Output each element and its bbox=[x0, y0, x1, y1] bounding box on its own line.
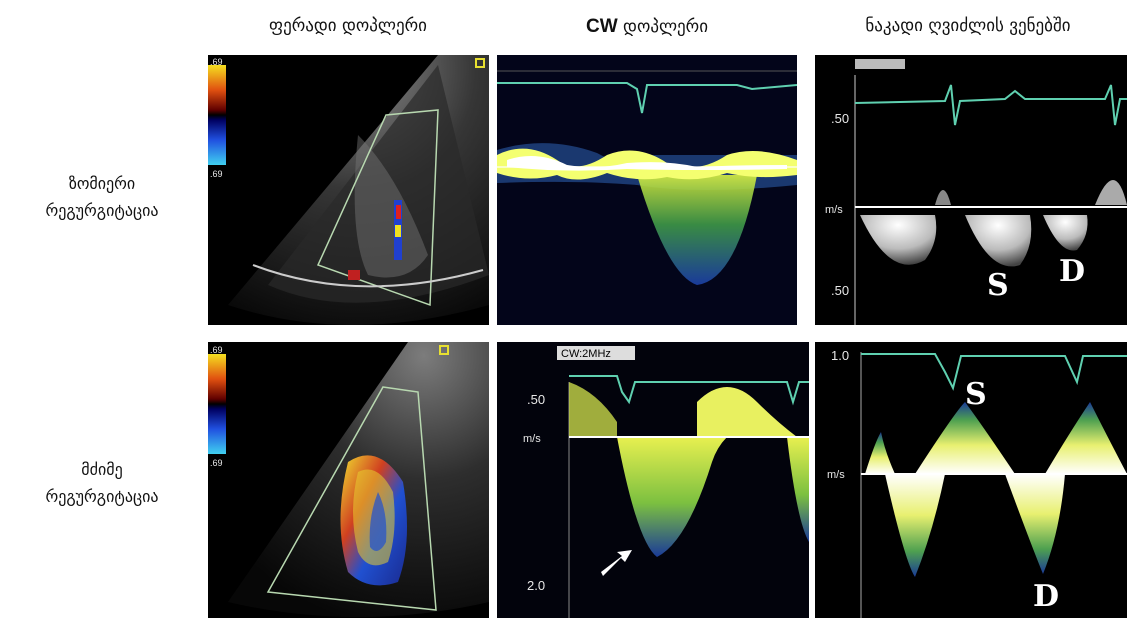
panel-bottom-cw-doppler: CW:2MHz .50 m/s 2.0 bbox=[497, 342, 809, 618]
bottom-hepatic-unit: m/s bbox=[827, 469, 845, 481]
top-hepatic-unit: m/s bbox=[825, 204, 843, 216]
top-hepatic-label-d: D bbox=[1059, 254, 1085, 289]
row-label-mild-line2: რეგურგიტაცია bbox=[45, 201, 159, 220]
row-label-mild: ზომიერი რეგურგიტაცია bbox=[2, 170, 202, 224]
bottom-color-doppler-image: .69 .69 bbox=[208, 342, 489, 617]
column-title-color-doppler: ფერადი დოპლერი bbox=[269, 16, 427, 36]
bottom-cw-doppler-image: CW:2MHz .50 m/s 2.0 bbox=[497, 342, 809, 618]
bottom-cw-tick-bottom: 2.0 bbox=[527, 578, 545, 593]
panel-top-cw-doppler bbox=[497, 55, 797, 325]
top-color-scale-top: .69 bbox=[210, 57, 223, 67]
top-hepatic-label-s: S bbox=[987, 268, 1009, 303]
row-label-severe-line2: რეგურგიტაცია bbox=[45, 487, 159, 506]
top-hepatic-image: .50 m/s .50 S D bbox=[825, 59, 1127, 325]
bottom-cw-unit: m/s bbox=[523, 433, 541, 445]
panel-bottom-color-doppler: .69 .69 bbox=[208, 342, 489, 618]
row-label-severe: მძიმე რეგურგიტაცია bbox=[2, 456, 202, 510]
bottom-hepatic-label-d: D bbox=[1033, 579, 1059, 614]
panel-bottom-hepatic-vein: 1.0 m/s S D bbox=[815, 342, 1127, 618]
bottom-color-scale-bottom: .69 bbox=[210, 458, 223, 468]
bottom-hepatic-tick-top: 1.0 bbox=[831, 348, 849, 363]
bottom-cw-tick-top: .50 bbox=[527, 392, 545, 407]
top-color-doppler-image: .69 .69 bbox=[208, 55, 489, 325]
top-hepatic-tick-top: .50 bbox=[831, 111, 849, 126]
column-title-hepatic-vein-flow: ნაკადი ღვიძლის ვენებში bbox=[865, 16, 1071, 36]
top-hepatic-tick-bottom: .50 bbox=[831, 283, 849, 298]
cw-suffix: დოპლერი bbox=[617, 17, 709, 37]
top-color-scale-bottom: .69 bbox=[210, 169, 223, 179]
column-title-cw-doppler: CW დოპლერი bbox=[497, 16, 797, 38]
bottom-cw-header: CW:2MHz bbox=[561, 348, 611, 360]
bottom-hepatic-image: 1.0 m/s S D bbox=[827, 348, 1127, 618]
cw-prefix: CW bbox=[585, 16, 618, 37]
top-cw-doppler-image bbox=[497, 55, 797, 325]
bottom-hepatic-label-s: S bbox=[965, 377, 987, 412]
panel-top-hepatic-vein: .50 m/s .50 S D bbox=[815, 55, 1127, 325]
arrow-icon bbox=[601, 550, 632, 576]
row-label-mild-line1: ზომიერი bbox=[68, 174, 136, 193]
bottom-color-scale-top: .69 bbox=[210, 345, 223, 355]
panel-top-color-doppler: .69 .69 bbox=[208, 55, 489, 325]
row-label-severe-line1: მძიმე bbox=[81, 460, 123, 479]
